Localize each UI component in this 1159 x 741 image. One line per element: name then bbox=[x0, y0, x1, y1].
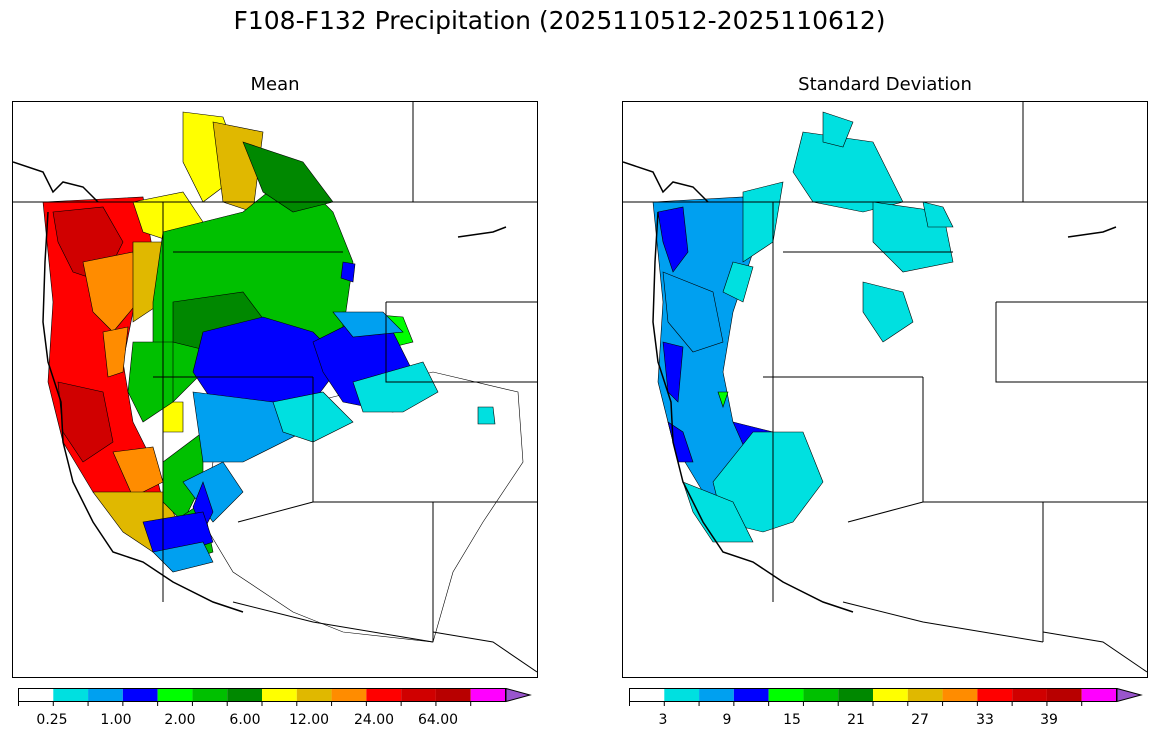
stddev-colorbar-tick: 39 bbox=[1040, 712, 1058, 728]
colorbar-swatch bbox=[262, 688, 297, 702]
mean-precip-regions bbox=[42, 111, 524, 643]
colorbar-swatch bbox=[942, 688, 978, 702]
colorbar-swatch bbox=[88, 688, 123, 702]
stddev-colorbar-extend-arrow bbox=[1116, 688, 1143, 703]
colorbar-swatch bbox=[1081, 688, 1117, 702]
stddev-colorbar-tick: 33 bbox=[976, 712, 994, 728]
colorbar-swatch bbox=[629, 688, 665, 702]
mean-colorbar-extend-arrow bbox=[505, 688, 532, 703]
mean-colorbar-tick: 64.00 bbox=[417, 712, 459, 728]
mean-colorbar-tick: 1.00 bbox=[100, 712, 132, 728]
mean-colorbar-swatches bbox=[18, 688, 506, 706]
colorbar-swatch bbox=[470, 688, 506, 702]
mean-colorbar-tick: 0.25 bbox=[36, 712, 68, 728]
colorbar-swatch bbox=[331, 688, 367, 702]
colorbar-swatch bbox=[122, 688, 158, 702]
colorbar-swatch bbox=[768, 688, 804, 702]
colorbar-swatch bbox=[907, 688, 943, 702]
stddev-colorbar-tick: 3 bbox=[658, 712, 668, 728]
colorbar-swatch bbox=[53, 688, 89, 702]
colorbar-swatch bbox=[1012, 688, 1047, 702]
mean-map bbox=[12, 101, 538, 678]
colorbar-swatch bbox=[296, 688, 332, 702]
stddev-colorbar-tick: 27 bbox=[911, 712, 929, 728]
mean-colorbar-tick: 24.00 bbox=[353, 712, 395, 728]
mean-colorbar-tick: 6.00 bbox=[229, 712, 261, 728]
colorbar-swatch bbox=[873, 688, 908, 702]
stddev-colorbar bbox=[629, 688, 1143, 706]
colorbar-swatch bbox=[192, 688, 228, 702]
mean-colorbar-tick: 2.00 bbox=[164, 712, 196, 728]
stddev-map bbox=[622, 101, 1148, 678]
stddev-panel-title: Standard Deviation bbox=[798, 74, 972, 95]
mean-colorbar-tick: 12.00 bbox=[288, 712, 330, 728]
colorbar-swatch bbox=[733, 688, 769, 702]
colorbar-swatch bbox=[699, 688, 734, 702]
colorbar-swatch bbox=[435, 688, 471, 702]
stddev-colorbar-swatches bbox=[629, 688, 1117, 706]
colorbar-swatch bbox=[977, 688, 1013, 702]
mean-colorbar bbox=[18, 688, 532, 706]
colorbar-swatch bbox=[366, 688, 402, 702]
stddev-precip-regions bbox=[652, 111, 954, 543]
colorbar-swatch bbox=[838, 688, 873, 702]
colorbar-swatch bbox=[227, 688, 262, 702]
colorbar-swatch bbox=[18, 688, 54, 702]
colorbar-swatch bbox=[1046, 688, 1082, 702]
mean-panel-title: Mean bbox=[250, 74, 300, 95]
figure-title: F108-F132 Precipitation (2025110512-2025… bbox=[233, 6, 886, 35]
colorbar-swatch bbox=[664, 688, 700, 702]
colorbar-swatch bbox=[401, 688, 436, 702]
colorbar-swatch bbox=[157, 688, 193, 702]
colorbar-swatch bbox=[803, 688, 839, 702]
stddev-colorbar-tick: 21 bbox=[847, 712, 865, 728]
stddev-colorbar-tick: 9 bbox=[722, 712, 732, 728]
stddev-colorbar-tick: 15 bbox=[783, 712, 801, 728]
